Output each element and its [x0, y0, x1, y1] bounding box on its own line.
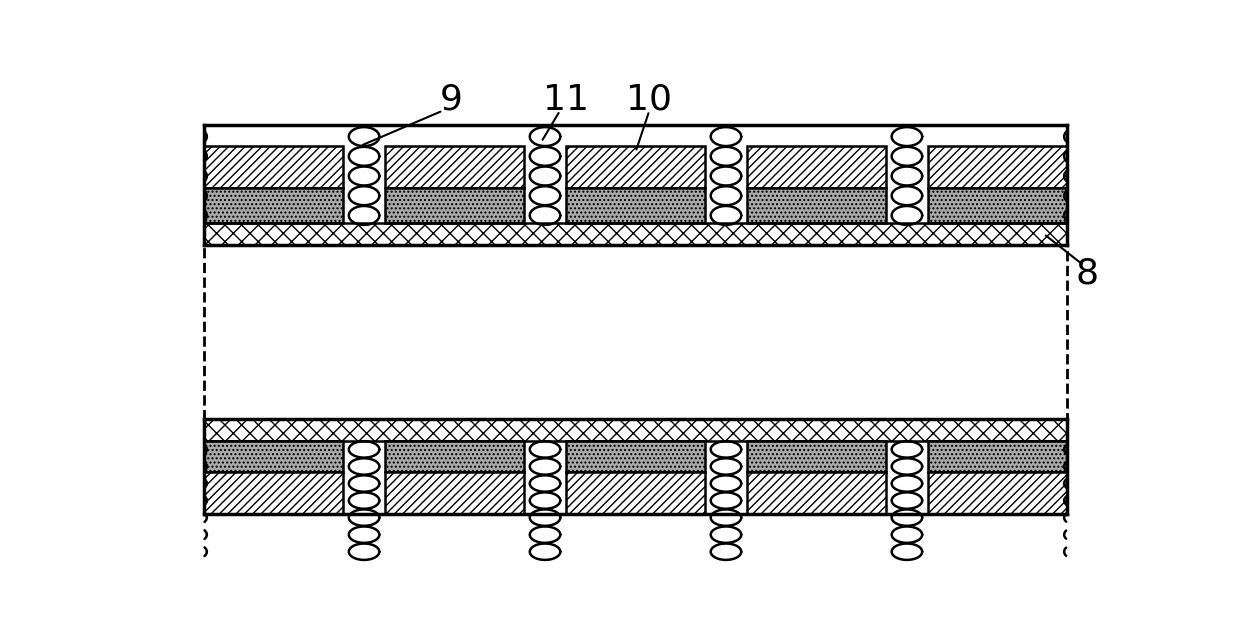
Bar: [205, 441, 343, 472]
Bar: [748, 146, 885, 189]
Bar: [205, 189, 343, 223]
Bar: [386, 441, 523, 472]
Bar: [205, 146, 343, 189]
Bar: [205, 419, 1066, 441]
Bar: [567, 146, 704, 189]
Bar: [386, 146, 523, 189]
Text: 8: 8: [1076, 256, 1099, 290]
Text: 10: 10: [626, 83, 672, 117]
Bar: [748, 472, 885, 514]
Text: 11: 11: [543, 83, 589, 117]
Bar: [567, 441, 704, 472]
Bar: [205, 223, 1066, 245]
Bar: [748, 189, 885, 223]
Bar: [928, 441, 1066, 472]
Bar: [928, 189, 1066, 223]
Bar: [386, 472, 523, 514]
Bar: [205, 245, 1066, 419]
Bar: [928, 472, 1066, 514]
Bar: [567, 189, 704, 223]
Text: 9: 9: [439, 83, 463, 117]
Bar: [205, 472, 343, 514]
Bar: [748, 441, 885, 472]
Bar: [567, 472, 704, 514]
Bar: [386, 189, 523, 223]
Bar: [928, 146, 1066, 189]
Bar: [205, 127, 1066, 226]
